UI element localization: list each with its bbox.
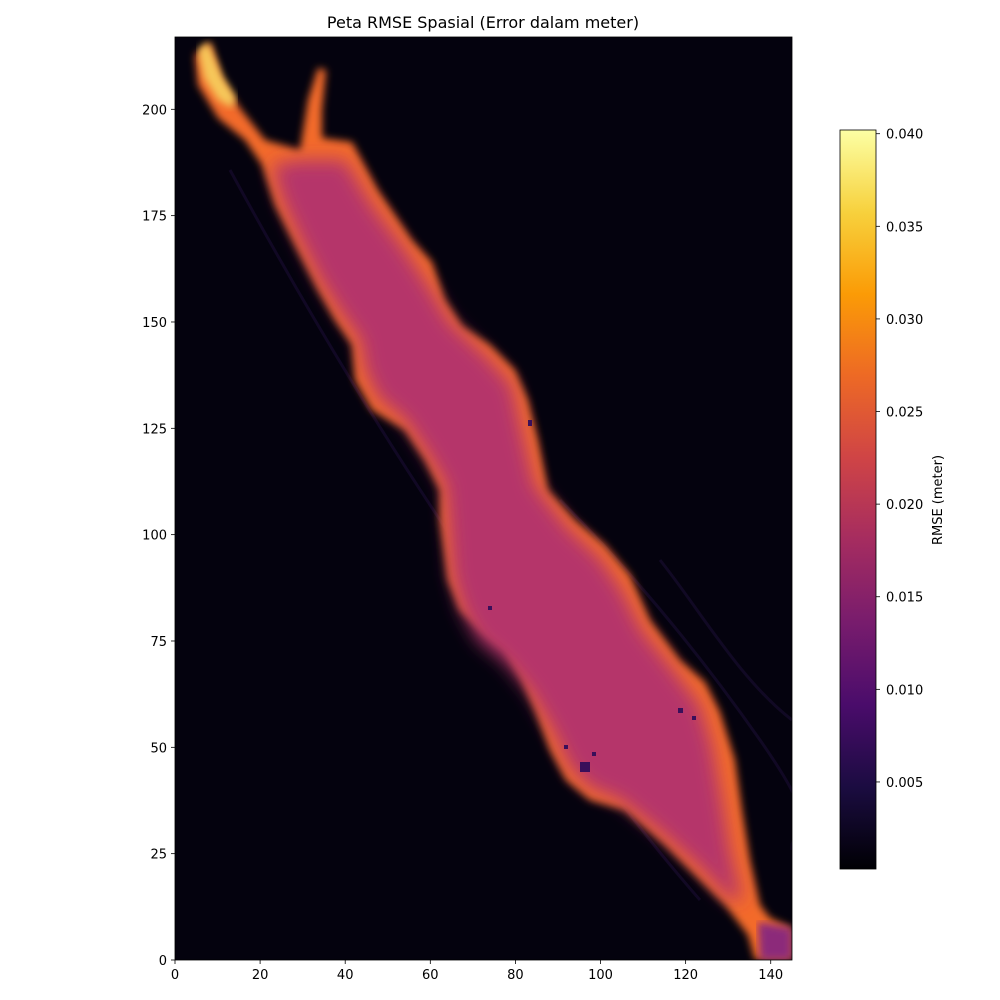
colorbar-tick-label: 0.015 bbox=[886, 591, 923, 606]
x-tick-label: 120 bbox=[673, 968, 698, 983]
plot-frame bbox=[174, 36, 793, 961]
y-tick-label: 75 bbox=[150, 635, 167, 650]
x-tick-label: 40 bbox=[337, 968, 354, 983]
colorbar-tick-label: 0.025 bbox=[886, 406, 923, 421]
x-tick-label: 0 bbox=[171, 968, 179, 983]
y-tick-label: 200 bbox=[142, 103, 167, 118]
sea-interior bbox=[272, 160, 742, 900]
y-tick-label: 0 bbox=[159, 954, 167, 969]
x-axis-ticks: 0 20 40 60 80 100 120 140 bbox=[171, 960, 783, 983]
y-axis-ticks: 0 25 50 75 100 125 150 175 200 bbox=[142, 103, 175, 969]
colorbar-tick-label: 0.030 bbox=[886, 313, 923, 328]
colorbar-ticks: 0.005 0.010 0.015 0.020 0.025 0.030 0.035 0.040 bbox=[876, 128, 923, 791]
colorbar-label: RMSE (meter) bbox=[931, 455, 946, 545]
y-tick-label: 50 bbox=[150, 741, 167, 756]
gulf-tip bbox=[198, 42, 236, 108]
chart-title: Peta RMSE Spasial (Error dalam meter) bbox=[327, 13, 639, 32]
x-tick-label: 60 bbox=[422, 968, 439, 983]
colorbar bbox=[839, 129, 877, 870]
island-specks bbox=[488, 420, 696, 772]
colorbar-tick-label: 0.035 bbox=[886, 220, 923, 235]
colorbar-tick-label: 0.005 bbox=[886, 776, 923, 791]
colorbar-tick-label: 0.020 bbox=[886, 498, 923, 513]
x-tick-label: 100 bbox=[588, 968, 613, 983]
colorbar-tick-label: 0.040 bbox=[886, 128, 923, 143]
x-tick-label: 20 bbox=[252, 968, 269, 983]
southern-strait bbox=[758, 922, 792, 960]
colorbar-tick-label: 0.010 bbox=[886, 683, 923, 698]
y-tick-label: 100 bbox=[142, 529, 167, 544]
y-tick-label: 175 bbox=[142, 210, 167, 225]
y-tick-label: 150 bbox=[142, 316, 167, 331]
heatmap-area bbox=[175, 37, 792, 960]
y-tick-label: 25 bbox=[150, 848, 167, 863]
x-tick-label: 140 bbox=[758, 968, 783, 983]
y-tick-label: 125 bbox=[142, 422, 167, 437]
x-tick-label: 80 bbox=[507, 968, 524, 983]
